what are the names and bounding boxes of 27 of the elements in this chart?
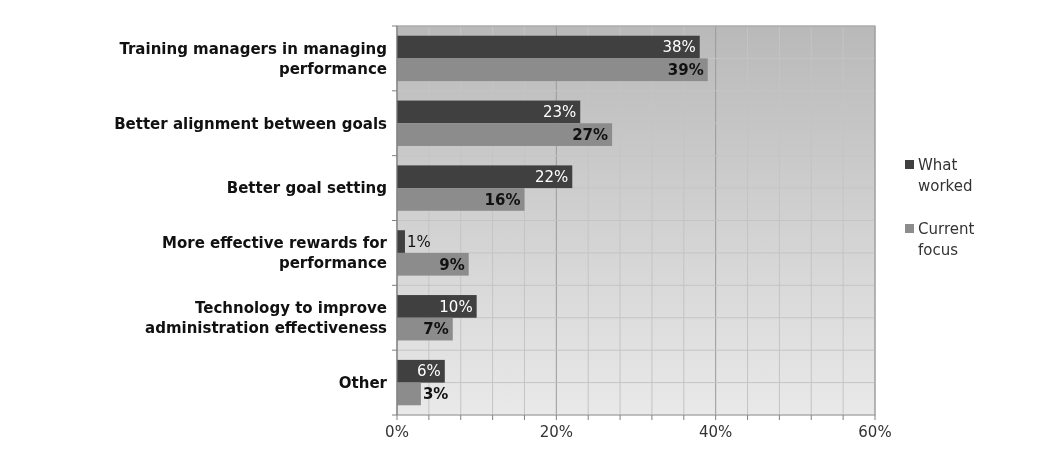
y-tick-label: Other <box>338 373 388 392</box>
x-tick-label: 40% <box>698 423 733 441</box>
bar <box>397 35 700 59</box>
data-label: 3% <box>422 385 449 404</box>
y-tick-label: Better alignment between goals <box>114 114 388 133</box>
data-label: 39% <box>667 61 704 80</box>
legend-label: Current focus <box>918 220 975 260</box>
data-label: 16% <box>484 190 521 209</box>
y-tick-label: Better goal setting <box>226 179 387 198</box>
x-tick-label: 0% <box>385 423 409 441</box>
x-tick-label: 20% <box>539 423 574 441</box>
data-label: 7% <box>423 320 449 339</box>
data-label: 10% <box>439 297 473 316</box>
data-label: 22% <box>534 167 569 186</box>
y-tick-label: Technology to improve administration effectiveness <box>145 299 388 337</box>
legend-label: What worked <box>918 156 973 196</box>
data-label: 6% <box>417 362 441 381</box>
bar <box>397 100 581 124</box>
data-label: 27% <box>572 125 609 144</box>
data-label: 23% <box>542 103 577 122</box>
y-tick-label: More effective rewards for performance <box>162 234 388 273</box>
x-tick-label: 60% <box>858 423 892 441</box>
data-label: 38% <box>662 38 696 57</box>
data-label: 9% <box>439 255 465 274</box>
y-tick-label: Training managers in managing performance <box>119 39 387 78</box>
bar <box>397 165 573 189</box>
data-label: 1% <box>406 232 431 251</box>
